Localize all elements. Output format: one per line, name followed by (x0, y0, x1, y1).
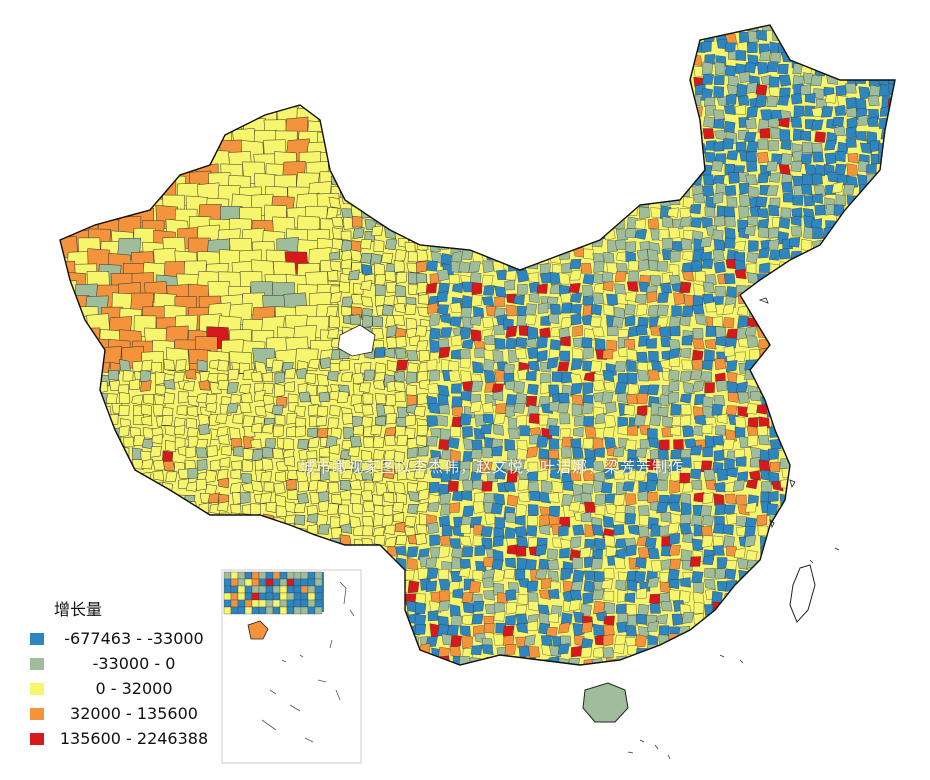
mainland-map (59, 24, 896, 666)
legend-item: -33000 - 0 (30, 651, 214, 676)
legend-swatch (30, 632, 44, 645)
legend-swatch (30, 657, 44, 670)
legend-item: -677463 - -33000 (30, 626, 214, 651)
hainan-island (582, 682, 629, 723)
legend-item: 135600 - 2246388 (30, 726, 214, 751)
coastal-islands (758, 297, 840, 564)
legend-label: 135600 - 2246388 (59, 729, 209, 748)
legend-swatch (30, 732, 44, 745)
legend-item: 32000 - 135600 (30, 701, 214, 726)
legend-title: 增长量 (54, 600, 103, 619)
no-data-area (337, 324, 376, 357)
legend-label: -677463 - -33000 (64, 629, 204, 648)
china-outline (59, 24, 896, 666)
map-legend: 增长量 -677463 - -33000 -33000 - 0 0 - 3200… (30, 596, 214, 751)
taiwan-outline (789, 564, 816, 623)
legend-label: 32000 - 135600 (70, 704, 198, 723)
map-watermark: 城市瞰视家图以李杰伟，赵文悦，叶洁娜，梁芳芳制作 (300, 458, 685, 476)
legend-label: -33000 - 0 (92, 654, 176, 673)
south-china-sea-inset (221, 569, 362, 764)
scs-islands (627, 654, 744, 760)
legend-swatch (30, 682, 44, 695)
legend-swatch (30, 707, 44, 720)
legend-label: 0 - 32000 (95, 679, 173, 698)
legend-item: 0 - 32000 (30, 676, 214, 701)
